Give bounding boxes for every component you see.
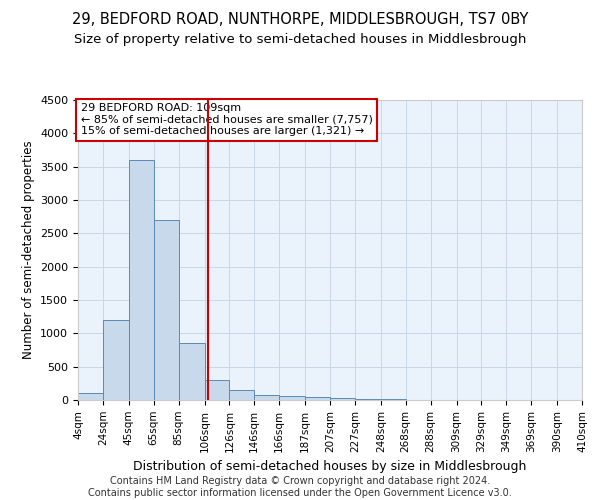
Bar bbox=[103, 320, 129, 400]
Bar bbox=[330, 398, 355, 400]
Bar bbox=[78, 394, 103, 400]
Bar bbox=[205, 380, 229, 400]
Bar bbox=[305, 398, 330, 400]
Y-axis label: Number of semi-detached properties: Number of semi-detached properties bbox=[22, 140, 35, 360]
Bar bbox=[154, 220, 179, 400]
Bar bbox=[355, 399, 381, 400]
Text: Contains HM Land Registry data © Crown copyright and database right 2024.
Contai: Contains HM Land Registry data © Crown c… bbox=[88, 476, 512, 498]
Bar bbox=[279, 396, 305, 400]
Bar bbox=[229, 390, 254, 400]
X-axis label: Distribution of semi-detached houses by size in Middlesbrough: Distribution of semi-detached houses by … bbox=[133, 460, 527, 473]
Bar bbox=[179, 344, 205, 400]
Text: 29 BEDFORD ROAD: 109sqm
← 85% of semi-detached houses are smaller (7,757)
15% of: 29 BEDFORD ROAD: 109sqm ← 85% of semi-de… bbox=[80, 103, 373, 136]
Text: 29, BEDFORD ROAD, NUNTHORPE, MIDDLESBROUGH, TS7 0BY: 29, BEDFORD ROAD, NUNTHORPE, MIDDLESBROU… bbox=[72, 12, 528, 28]
Bar bbox=[254, 394, 279, 400]
Bar bbox=[129, 160, 154, 400]
Text: Size of property relative to semi-detached houses in Middlesbrough: Size of property relative to semi-detach… bbox=[74, 32, 526, 46]
